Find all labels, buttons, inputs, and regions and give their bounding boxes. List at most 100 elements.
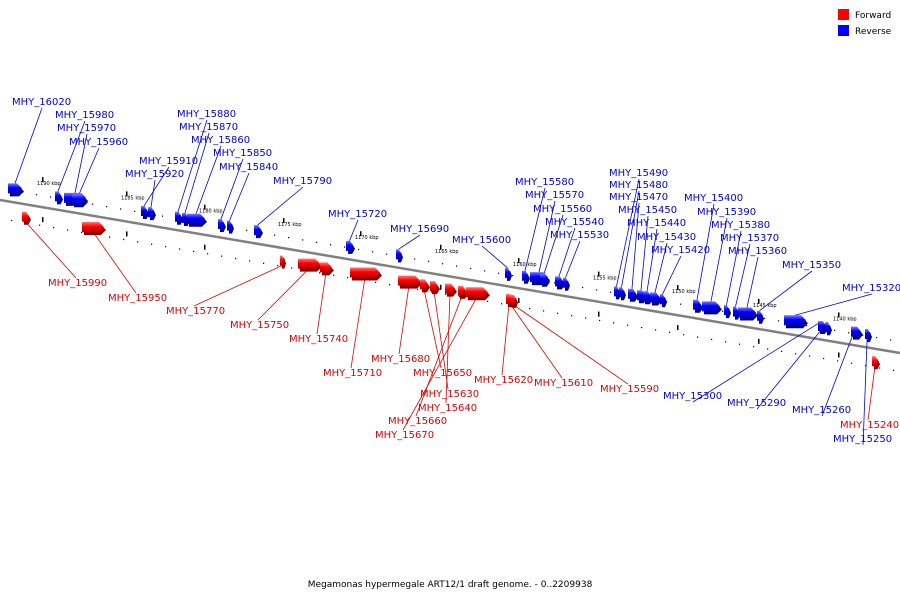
ruler-dot (53, 227, 55, 229)
reverse-gene-glyph (227, 220, 234, 234)
ruler-dot (487, 300, 489, 302)
gene-label: MHY_15480 (609, 180, 668, 191)
gene-label: MHY_15560 (533, 204, 592, 215)
leader-line (92, 231, 137, 294)
leader-line (316, 272, 327, 335)
scale-tick (518, 258, 520, 264)
ruler-dot (445, 293, 447, 295)
forward-gene-glyph (511, 294, 518, 308)
leader-line (398, 234, 421, 250)
ruler-dot (386, 253, 388, 255)
gene-label: MHY_15400 (684, 193, 743, 204)
forward-gene-glyph (430, 281, 440, 295)
leader-line (481, 245, 508, 269)
reverse-gene-glyph (505, 267, 512, 281)
leader-line (710, 217, 728, 302)
leader-line (501, 303, 510, 376)
gene-label: MHY_15540 (545, 217, 604, 228)
gene-label: MHY_15750 (230, 320, 289, 331)
ruler-dot (36, 194, 38, 196)
gene-label: MHY_15430 (637, 232, 696, 243)
gene-labels: MHY_16020 MHY_15980 MHY_15970 MHY_15960 MHY_… (12, 97, 900, 445)
gene-label: MHY_15350 (782, 260, 841, 271)
gene-label: MHY_15980 (55, 110, 114, 121)
ruler-dot (50, 196, 52, 198)
ruler-dot (330, 244, 332, 246)
reverse-gene-glyph (522, 270, 530, 284)
scale-tick (440, 244, 442, 250)
legend-reverse-label: Reverse (855, 27, 892, 37)
scale-tick-label: 1165 kbp (435, 249, 459, 255)
leader-line (821, 326, 857, 417)
ruler-dot (235, 257, 237, 260)
gene-label: MHY_15300 (663, 391, 722, 402)
ruler-dot (582, 286, 584, 289)
leader-line (746, 256, 759, 308)
legend-forward-label: Forward (855, 11, 891, 21)
leader-line (220, 158, 244, 220)
reverse-gene-glyph (650, 292, 662, 306)
scale-tick-label: 1175 kbp (278, 222, 302, 228)
reverse-gene-glyph (757, 310, 764, 324)
ruler-dot (193, 250, 195, 253)
leader-line (14, 107, 43, 184)
gene-label: MHY_15360 (728, 246, 787, 257)
reverse-gene-glyph (702, 301, 722, 315)
scale-tick (677, 325, 679, 331)
ruler-dot (585, 317, 587, 319)
ruler-dot (137, 241, 139, 243)
leader-line (867, 366, 876, 421)
ruler-dot (767, 348, 769, 350)
ruler-dot (781, 350, 783, 352)
genome-caption: Megamonas hypermegale ART12/1 draft geno… (308, 580, 593, 590)
forward-gene-glyph (445, 283, 457, 297)
ruler-dot (246, 229, 248, 232)
gene-label: MHY_15910 (139, 156, 198, 167)
reverse-gene-glyph (148, 207, 156, 221)
forward-gene-glyph (398, 275, 422, 289)
ruler-dot (106, 206, 108, 208)
ruler-dot (722, 310, 724, 312)
ruler-dot (834, 329, 836, 331)
leader-line (257, 186, 304, 226)
scale-tick (677, 285, 679, 291)
ruler-dot (277, 265, 279, 267)
leader-line (143, 166, 170, 207)
gene-label: MHY_15790 (273, 176, 332, 187)
gene-glyphs (8, 183, 880, 370)
gene-label: MHY_15580 (515, 177, 574, 188)
ruler-dot (610, 291, 612, 293)
scale-tick-label: 1150 kbp (672, 289, 696, 295)
ruler-dot (221, 255, 223, 257)
leader-line (177, 119, 208, 212)
leader-line (74, 133, 88, 193)
ruler-dot (848, 332, 850, 334)
leader-line (538, 200, 556, 273)
leader-line (726, 230, 742, 306)
reverse-gene-glyph (218, 219, 226, 233)
reverse-gene-glyph (619, 287, 626, 301)
ruler-dot (571, 315, 573, 317)
gene-label: MHY_15240 (840, 420, 899, 431)
ruler-dot (162, 215, 164, 217)
reverse-gene-glyph (825, 322, 832, 336)
legend-forward-swatch (838, 9, 849, 20)
leader-line (696, 203, 715, 300)
scale-tick (598, 311, 600, 317)
ruler-dot (11, 219, 13, 222)
ruler-dot (274, 234, 276, 236)
gene-label: MHY_15250 (833, 434, 892, 445)
ruler-dot (725, 341, 727, 343)
ruler-dot (333, 274, 335, 276)
ruler-dot (680, 303, 682, 305)
ruler-dot (431, 291, 433, 293)
ruler-dot (123, 238, 125, 241)
gene-label: MHY_15720 (328, 209, 387, 220)
ruler-dot (263, 262, 265, 264)
gene-label: MHY_15620 (474, 375, 533, 386)
leader-line (445, 293, 451, 404)
leader-line (756, 321, 828, 410)
leader-line (433, 291, 449, 390)
